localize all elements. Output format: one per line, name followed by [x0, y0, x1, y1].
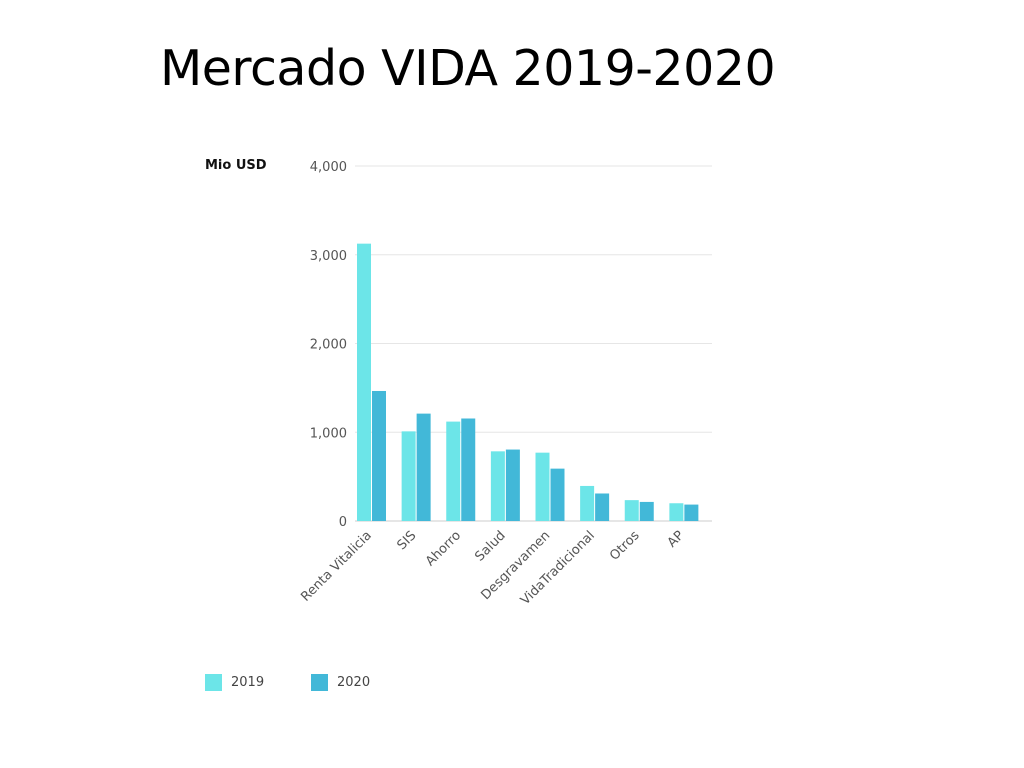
bar-2019	[490, 451, 505, 521]
y-axis-label: Mio USD	[205, 158, 267, 173]
bar-2020	[505, 449, 520, 521]
x-tick-label: SIS	[394, 528, 419, 553]
legend-item-2019[interactable]: 2019	[205, 674, 264, 691]
bar-2020	[550, 468, 565, 521]
bar-2020	[595, 493, 610, 521]
bar-2020	[639, 501, 654, 521]
bar-2019	[446, 421, 461, 521]
bar-2019	[357, 243, 371, 521]
legend-label-2019: 2019	[231, 675, 265, 690]
bar-2019	[580, 485, 595, 521]
x-tick-label: Otros	[607, 528, 643, 564]
bar-2019	[669, 503, 684, 521]
chart-title: Mercado VIDA 2019-2020	[160, 40, 776, 97]
y-tick-label: 1,000	[310, 426, 347, 441]
bar-2020	[684, 504, 699, 521]
legend-item-2020[interactable]: 2020	[311, 674, 370, 691]
x-tick-label: Ahorro	[423, 528, 464, 569]
y-tick-label: 0	[339, 515, 347, 530]
legend-swatch-2020	[311, 674, 328, 691]
x-tick-label: Salud	[472, 528, 508, 564]
bar-2019	[535, 452, 550, 521]
legend-label-2020: 2020	[337, 675, 371, 690]
y-tick-label: 4,000	[310, 160, 347, 175]
y-tick-label: 3,000	[310, 249, 347, 264]
legend-swatch-2019	[205, 674, 222, 691]
bar-2020	[416, 413, 431, 521]
y-tick-label: 2,000	[310, 338, 347, 353]
x-tick-label: AP	[665, 528, 688, 551]
bar-2019	[401, 431, 416, 521]
bar-2020	[372, 390, 386, 521]
bar-2020	[461, 418, 476, 521]
x-tick-label: Renta Vitalicia	[298, 528, 374, 604]
bar-2019	[624, 500, 639, 521]
